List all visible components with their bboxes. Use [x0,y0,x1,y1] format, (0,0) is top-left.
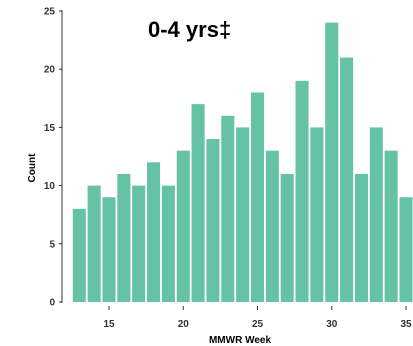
y-tick-label: 0 [49,298,55,309]
bar-week-14 [87,185,101,302]
chart-title: 0-4 yrs‡ [148,17,232,42]
y-axis-ticks: 0 5 10 15 20 25 [44,7,62,309]
bar-week-19 [161,185,175,302]
y-tick-label: 15 [44,123,56,134]
x-tick-label: 20 [178,319,190,330]
bar-week-33 [369,127,383,303]
x-tick-label: 15 [103,319,115,330]
bar-week-34 [384,150,398,302]
bar-week-28 [295,80,309,302]
bar-week-17 [132,185,146,302]
bar-week-27 [280,173,294,302]
bar-week-15 [102,197,116,302]
x-tick-label: 30 [326,319,338,330]
y-tick-label: 20 [44,65,56,76]
bar-week-23 [221,115,235,302]
bar-week-26 [265,150,279,302]
bar-week-21 [191,104,205,303]
y-axis-title: Count [27,153,38,183]
bar-week-24 [236,127,250,303]
x-tick-label: 25 [252,319,264,330]
y-tick-label: 5 [49,239,55,250]
bar-week-25 [250,92,265,302]
bar-week-20 [176,150,190,302]
bar-week-32 [354,173,368,302]
bar-week-35 [399,197,413,302]
x-tick-label: 35 [400,319,412,330]
bars [72,22,413,303]
bar-week-30 [325,22,339,302]
bar-week-18 [147,162,161,302]
bar-week-13 [72,208,86,302]
bar-week-29 [310,127,324,303]
bar-week-31 [340,57,354,303]
bar-week-22 [206,139,220,302]
bar-week-16 [117,173,131,302]
x-axis-title: MMWR Week [209,335,271,346]
y-tick-label: 10 [44,181,56,192]
y-tick-label: 25 [44,7,56,18]
x-axis-ticks: 15 20 25 30 35 [103,306,412,330]
